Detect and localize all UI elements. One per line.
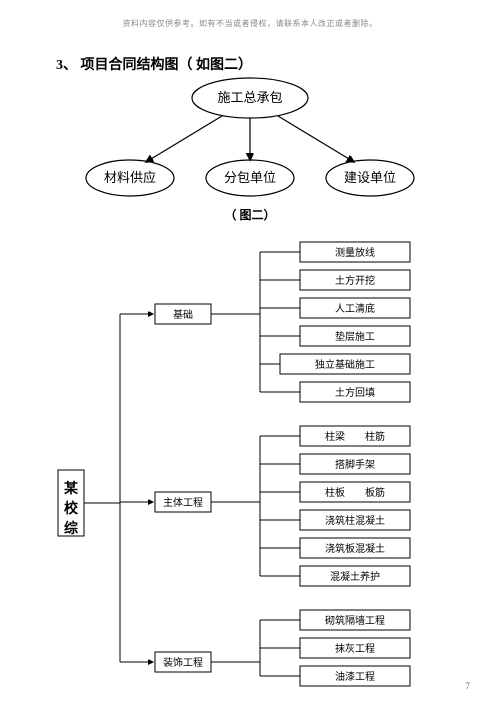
header-note: 资料内容仅供参考。如有不当或者侵权，请联系本人改正或者删除。 [0,18,500,29]
org-child-1: 分包单位 [224,170,276,185]
section-title: 3、 项目合同结构图（ 如图二） [56,54,252,74]
leaf-group-0 [280,242,410,402]
org-child-2: 建设单位 [344,170,396,185]
leaf-2-1: 抹灰工程 [335,642,375,655]
leaf-group-1 [300,426,410,586]
leaf-1-0: 柱梁 柱筋 [325,430,385,443]
leaf-0-2: 人工清底 [335,302,375,315]
org-chart: 施工总承包 材料供应 分包单位 建设单位 [0,74,500,206]
leaf-2-2: 油漆工程 [335,670,375,683]
leaf-0-1: 土方开挖 [335,274,375,287]
mid-label-2: 装饰工程 [163,656,203,669]
figure-caption: （ 图二） [0,206,500,223]
leaf-1-2: 柱板 板筋 [325,486,385,499]
org-child-0: 材料供应 [104,170,156,185]
root-label: 某校综 [64,480,78,540]
org-top: 施工总承包 [217,90,282,105]
leaf-0-4: 独立基础施工 [315,358,375,371]
leaf-1-1: 搭脚手架 [335,458,375,471]
leaf-2-0: 砌筑隔墙工程 [325,614,385,627]
leaf-0-0: 测量放线 [335,246,375,259]
leaf-0-3: 垫层施工 [335,330,375,343]
page-number: 7 [466,681,471,691]
leaf-1-4: 浇筑板混凝土 [325,542,385,555]
tree-diagram: 基础 主体工程 装饰工程 测量放线 土方开挖 人工清底 垫层施工 独立基础施工 … [0,232,500,702]
leaf-1-3: 浇筑柱混凝土 [325,514,385,527]
leaf-1-5: 混凝土养护 [330,570,380,583]
mid-label-0: 基础 [173,308,193,321]
mid-label-1: 主体工程 [163,497,203,509]
leaf-0-5: 土方回填 [335,386,375,399]
